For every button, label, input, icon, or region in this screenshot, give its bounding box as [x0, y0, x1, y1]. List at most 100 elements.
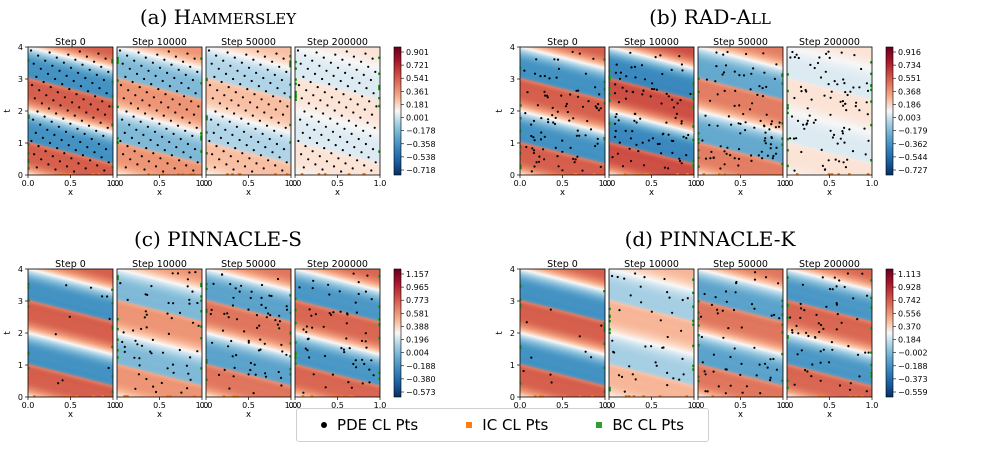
pde-point	[542, 148, 545, 151]
bc-point	[870, 296, 873, 300]
colorbar-gradient	[885, 268, 894, 398]
pde-point	[665, 92, 668, 95]
bc-point	[111, 105, 114, 108]
pde-point	[208, 139, 211, 143]
ic-point	[624, 395, 628, 398]
pde-point	[59, 104, 62, 107]
pde-point	[40, 158, 43, 161]
pde-point	[650, 345, 653, 348]
bc-point	[692, 106, 695, 109]
subplot-title: Step 200000	[799, 37, 860, 48]
x-axis-label: x	[827, 188, 832, 198]
x-tick-label: 1.0	[599, 401, 612, 410]
pde-point	[715, 65, 718, 68]
pde-point	[304, 347, 307, 350]
pde-point	[313, 72, 317, 75]
pde-point	[553, 122, 557, 126]
pde-point	[775, 368, 779, 371]
x-tick-label: 0.0	[200, 401, 213, 410]
bc-point	[608, 69, 611, 72]
pde-points	[207, 49, 289, 173]
bc-point	[608, 328, 611, 331]
bc-point	[200, 136, 203, 140]
pde-point	[66, 109, 69, 112]
heatmap-field	[520, 269, 605, 397]
pde-point	[223, 312, 226, 315]
pde-point	[866, 294, 869, 297]
bc-point	[603, 322, 606, 325]
pde-points	[296, 49, 378, 173]
bc-points	[27, 58, 114, 170]
pde-point	[331, 373, 334, 376]
pde-point	[90, 137, 93, 141]
pde-point	[133, 59, 136, 62]
bc-point	[289, 62, 292, 66]
pde-point	[730, 123, 733, 126]
pde-point	[145, 313, 148, 316]
pde-point	[540, 117, 543, 120]
panel-title-label: (d)	[625, 227, 660, 251]
pde-point	[175, 146, 178, 149]
pde-point	[229, 155, 232, 158]
pde-point	[183, 95, 186, 98]
pde-point	[543, 158, 546, 161]
ic-point	[592, 173, 596, 176]
colorbar-tick-label: −0.373	[898, 375, 928, 384]
pde-point	[770, 136, 773, 139]
pde-point	[185, 108, 188, 111]
pde-point	[67, 144, 70, 147]
colorbar-tick-label: −0.380	[406, 375, 436, 384]
bc-point	[378, 275, 381, 278]
pde-point	[687, 133, 690, 137]
pde-point	[543, 135, 546, 138]
pde-point	[38, 89, 41, 92]
pde-point	[726, 146, 729, 149]
pde-point	[274, 164, 277, 167]
pde-point	[75, 93, 78, 96]
pde-point	[143, 77, 146, 81]
bc-point	[519, 104, 522, 107]
pde-point	[596, 142, 599, 145]
pde-point	[769, 147, 772, 150]
bc-point	[111, 302, 114, 305]
pde-point	[167, 332, 170, 335]
pde-point	[651, 137, 655, 140]
pde-point	[133, 150, 136, 153]
pde-point	[356, 159, 359, 162]
bc-point	[603, 325, 606, 329]
ic-point	[226, 173, 229, 176]
pde-point	[285, 305, 288, 308]
pde-point	[227, 86, 230, 89]
pde-point	[678, 157, 681, 160]
bc-point	[603, 101, 606, 105]
pde-point	[317, 120, 320, 123]
bc-point	[378, 323, 381, 326]
pde-point	[132, 329, 135, 332]
pde-point	[660, 152, 663, 155]
bc-point	[111, 375, 114, 378]
colorbar-tick-label: 0.742	[898, 296, 921, 305]
bc-point	[111, 288, 114, 291]
pde-point	[663, 277, 666, 281]
pde-point	[346, 140, 349, 144]
pde-point	[121, 118, 124, 121]
pde-point	[705, 78, 709, 81]
pde-point	[369, 78, 372, 82]
pde-point	[364, 290, 367, 293]
pde-point	[565, 102, 569, 105]
pde-point	[324, 386, 327, 389]
pde-point	[167, 301, 170, 305]
pde-point	[278, 314, 281, 317]
y-tick-label: 2	[510, 329, 515, 338]
x-tick-label: 0.0	[781, 179, 794, 188]
pde-point	[659, 319, 662, 322]
ic-point	[837, 173, 840, 176]
pde-point	[672, 139, 675, 143]
x-tick-label: 0.5	[153, 179, 166, 188]
pde-point	[360, 151, 363, 154]
pde-point	[352, 55, 355, 58]
legend: PDE CL Pts IC CL Pts BC CL Pts	[296, 408, 709, 442]
pde-point	[65, 165, 69, 168]
pde-point	[676, 102, 679, 105]
ic-point	[177, 173, 180, 176]
